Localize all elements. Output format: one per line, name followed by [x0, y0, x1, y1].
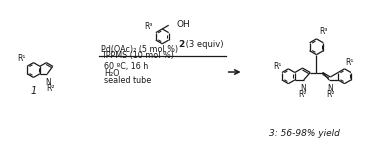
Text: R³: R³	[144, 22, 153, 31]
Text: R¹: R¹	[345, 58, 354, 67]
Text: OH: OH	[177, 20, 191, 29]
Text: R²: R²	[46, 84, 54, 93]
Text: 60 ºC, 16 h: 60 ºC, 16 h	[104, 62, 148, 71]
Text: (3 equiv): (3 equiv)	[183, 40, 223, 49]
Text: N: N	[301, 84, 306, 93]
Text: Pd(OAc)₂ (5 mol %): Pd(OAc)₂ (5 mol %)	[101, 45, 178, 54]
Text: N: N	[327, 84, 333, 93]
Text: R¹: R¹	[273, 62, 281, 71]
Text: TPPMS (10 mol %): TPPMS (10 mol %)	[101, 51, 174, 60]
Text: R²: R²	[326, 90, 335, 99]
Text: sealed tube: sealed tube	[104, 76, 151, 85]
Text: 1: 1	[30, 86, 37, 96]
Text: 3: 56-98% yield: 3: 56-98% yield	[270, 129, 340, 138]
Text: R²: R²	[299, 90, 307, 99]
Text: H₂O: H₂O	[104, 69, 119, 78]
Text: 2: 2	[178, 40, 184, 49]
Text: N: N	[45, 78, 51, 87]
Text: R¹: R¹	[17, 54, 25, 63]
Text: R³: R³	[319, 27, 328, 36]
